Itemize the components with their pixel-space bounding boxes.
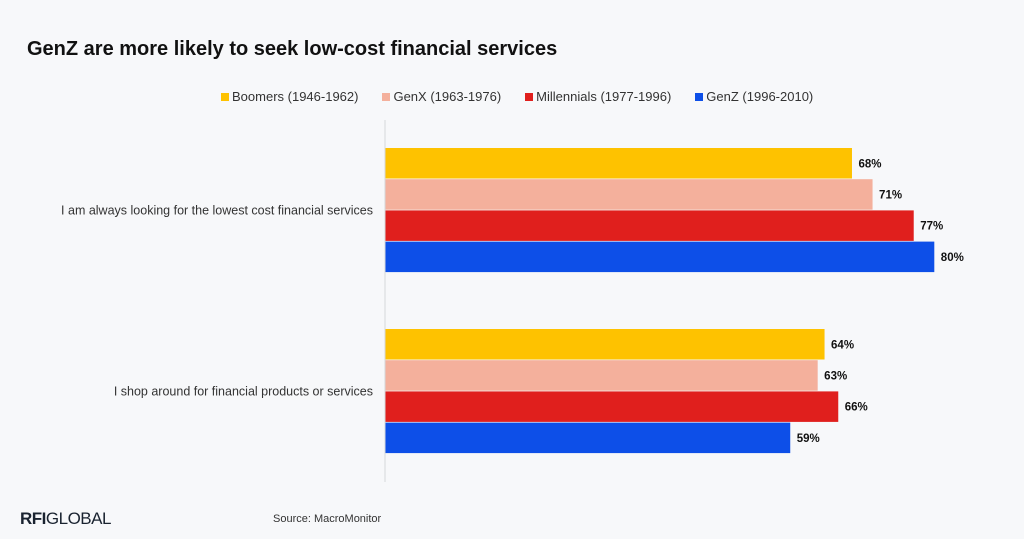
category-label: I shop around for financial products or … bbox=[114, 384, 373, 398]
legend-item-genx: GenX (1963-1976) bbox=[382, 89, 501, 104]
chart-title: GenZ are more likely to seek low-cost fi… bbox=[27, 38, 558, 60]
legend-item-boomers: Boomers (1946-1962) bbox=[221, 89, 358, 104]
bar-0-1 bbox=[385, 179, 873, 210]
legend-label: GenZ (1996-2010) bbox=[706, 89, 814, 104]
legend-swatch bbox=[221, 92, 229, 101]
legend-label: Boomers (1946-1962) bbox=[232, 89, 359, 104]
legend: Boomers (1946-1962) GenX (1963-1976) Mil… bbox=[221, 89, 813, 104]
legend-item-genz: GenZ (1996-2010) bbox=[695, 89, 813, 104]
bar-1-3 bbox=[385, 422, 791, 454]
source-note: Source: MacroMonitor bbox=[273, 513, 382, 525]
rfi-global-logo: RFIGLOBAL bbox=[20, 509, 111, 529]
data-label: 68% bbox=[858, 158, 881, 170]
data-label: 59% bbox=[797, 433, 820, 445]
bar-1-2 bbox=[385, 391, 839, 422]
logo-text: GLOBAL bbox=[45, 509, 112, 528]
legend-swatch bbox=[695, 92, 704, 101]
bar-1-1 bbox=[385, 360, 818, 391]
logo-bold: RFI bbox=[20, 509, 46, 528]
bar-0-3 bbox=[385, 241, 935, 273]
bar-1-0 bbox=[385, 329, 825, 360]
bar-0-2 bbox=[385, 210, 914, 241]
legend-label: GenX (1963-1976) bbox=[393, 89, 502, 104]
bar-0-0 bbox=[385, 148, 852, 179]
data-label: 77% bbox=[920, 221, 943, 233]
legend-swatch bbox=[525, 92, 534, 101]
data-label: 80% bbox=[941, 252, 964, 264]
legend-label: Millennials (1977-1996) bbox=[536, 89, 672, 104]
legend-swatch bbox=[382, 92, 391, 101]
category-label: I am always looking for the lowest cost … bbox=[61, 203, 373, 217]
data-label: 66% bbox=[845, 402, 868, 414]
data-label: 63% bbox=[824, 370, 847, 382]
data-label: 64% bbox=[831, 339, 854, 351]
data-label: 71% bbox=[879, 189, 902, 201]
legend-item-millennials: Millennials (1977-1996) bbox=[525, 89, 671, 104]
